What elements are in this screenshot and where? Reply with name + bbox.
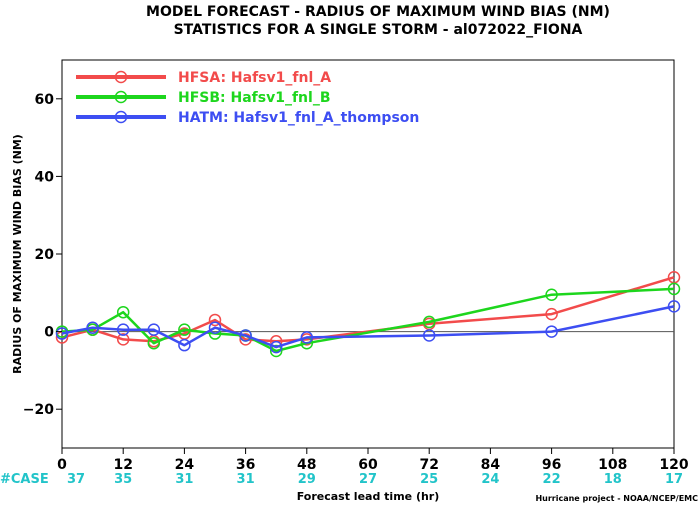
x-tick-label: 24 <box>175 457 195 473</box>
data-point <box>239 329 252 342</box>
case-count-label: 37 <box>67 472 85 487</box>
case-count-label: 29 <box>298 472 316 487</box>
case-count-label: 17 <box>665 472 683 487</box>
y-tick-label: 40 <box>35 169 55 185</box>
x-tick-label: 60 <box>358 457 378 473</box>
data-point <box>545 288 558 301</box>
case-count-label: 31 <box>237 472 255 487</box>
legend-label: HFSA: Hafsv1_fnl_A <box>178 70 331 86</box>
x-tick-label: 12 <box>113 457 132 473</box>
data-point <box>422 315 436 329</box>
x-axis-label: Forecast lead time (hr) <box>297 490 440 503</box>
legend-label: HATM: Hafsv1_fnl_A_thompson <box>178 110 419 126</box>
case-count-label: 25 <box>420 472 438 487</box>
data-point <box>269 344 283 358</box>
data-point <box>178 323 191 336</box>
data-point <box>208 313 222 327</box>
y-tick-label: 60 <box>35 92 55 108</box>
data-point <box>545 307 558 321</box>
data-point <box>86 321 99 334</box>
data-point <box>300 331 314 344</box>
x-tick-label: 48 <box>297 457 316 473</box>
x-tick-label: 96 <box>542 457 561 473</box>
legend-swatch-marker <box>114 70 128 84</box>
x-tick-label: 108 <box>598 457 627 473</box>
data-point <box>116 323 130 336</box>
data-point <box>667 282 681 296</box>
chart-subtitle: STATISTICS FOR A SINGLE STORM - al072022… <box>174 22 583 38</box>
credit-text: Hurricane project - NOAA/NCEP/EMC <box>535 494 698 503</box>
y-tick-label: 20 <box>35 247 55 263</box>
data-point <box>147 323 161 336</box>
data-point <box>208 321 222 334</box>
data-point <box>147 336 161 350</box>
x-tick-label: 36 <box>236 457 255 473</box>
data-point <box>545 325 558 338</box>
legend-swatch-marker <box>114 90 128 104</box>
y-axis-label: RADIUS OF MAXIMUM WIND BIAS (NM) <box>11 134 24 374</box>
case-count-label: 31 <box>175 472 193 487</box>
y-tick-label: −20 <box>23 402 54 418</box>
case-count-label: 22 <box>543 472 561 487</box>
case-count-label: 18 <box>604 472 622 487</box>
data-point <box>116 333 130 346</box>
case-label: #CASE <box>0 472 49 487</box>
case-count-label: 27 <box>359 472 377 487</box>
chart-title: MODEL FORECAST - RADIUS OF MAXIMUM WIND … <box>146 4 610 20</box>
data-point <box>178 338 191 352</box>
legend-swatch-marker <box>114 110 128 124</box>
case-count-label: 35 <box>114 472 132 487</box>
data-point <box>55 327 69 340</box>
data-point <box>667 300 681 313</box>
series-line <box>61 287 675 353</box>
x-tick-label: 120 <box>659 457 688 473</box>
y-tick-label: 0 <box>44 325 54 341</box>
data-point <box>422 329 436 342</box>
legend-label: HFSB: Hafsv1_fnl_B <box>178 90 331 106</box>
x-tick-label: 84 <box>481 457 501 473</box>
x-tick-label: 0 <box>57 457 67 473</box>
data-point <box>269 340 283 354</box>
case-count-label: 24 <box>481 472 499 487</box>
x-tick-label: 72 <box>419 457 438 473</box>
data-point <box>116 305 130 319</box>
